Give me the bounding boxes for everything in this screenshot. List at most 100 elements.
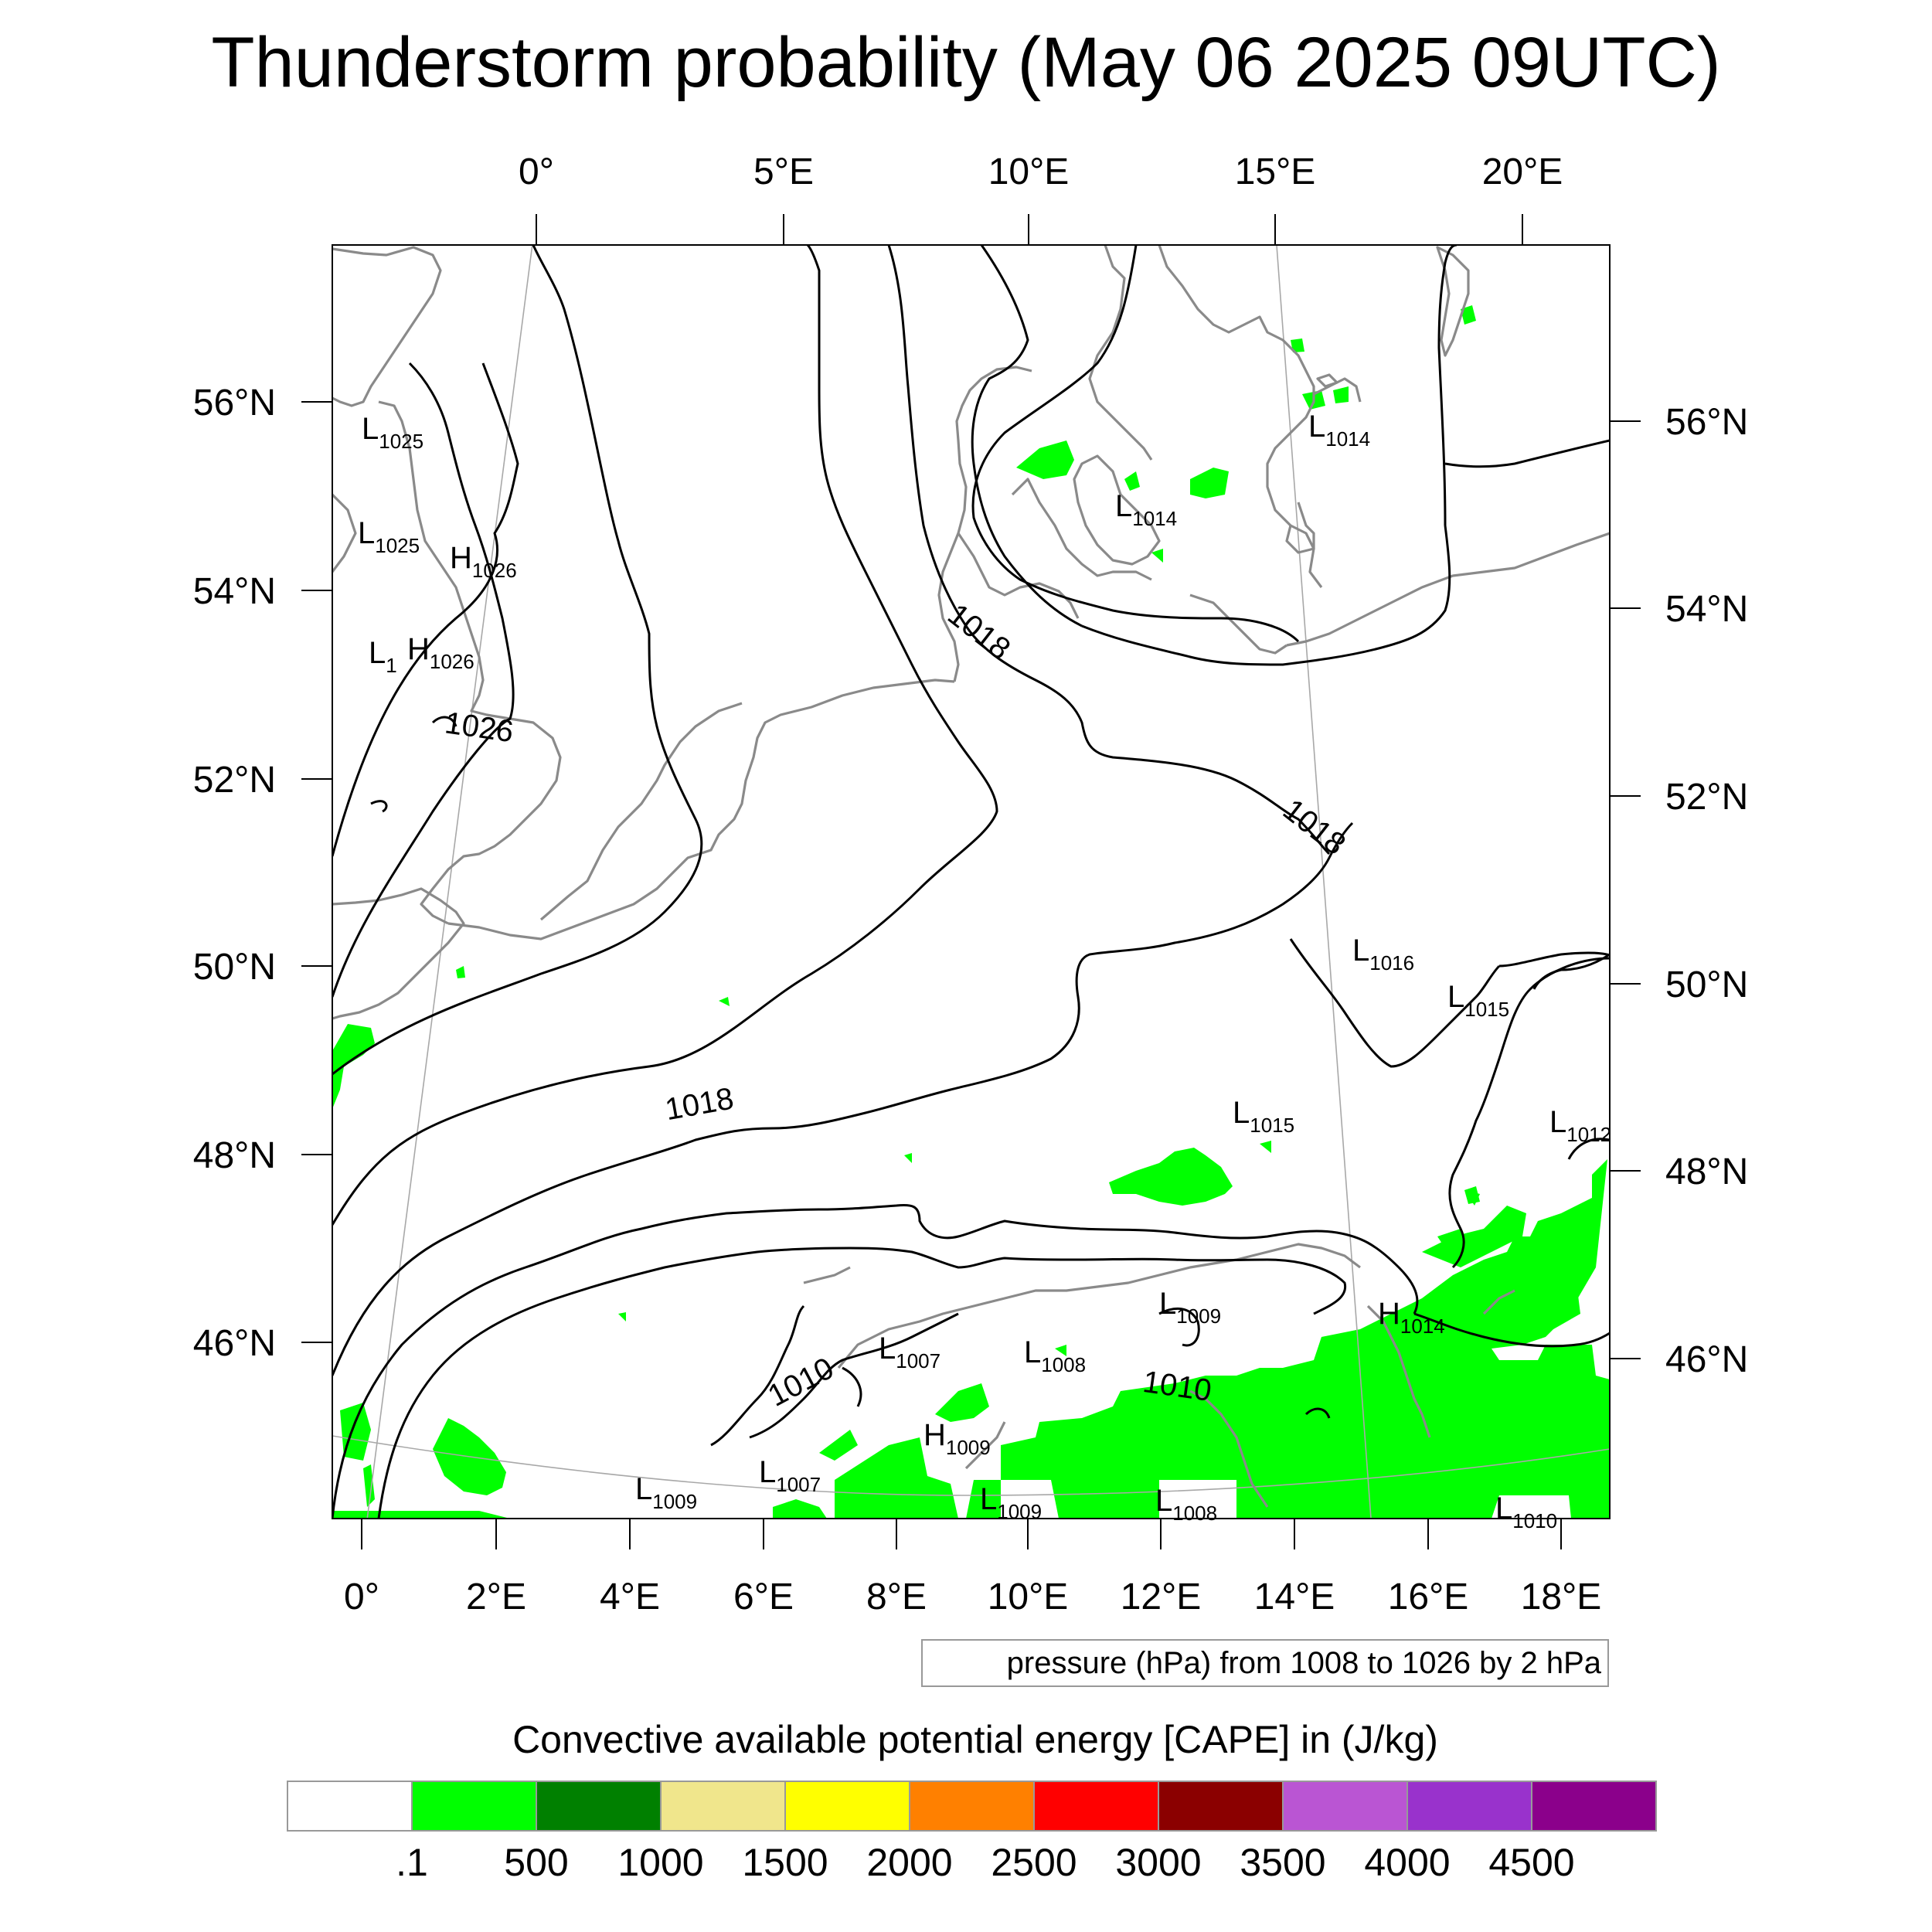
svg-text:L1015: L1015 bbox=[1447, 980, 1509, 1021]
bottom-axis-tick-label: 2°E bbox=[466, 1577, 526, 1617]
svg-text:L1025: L1025 bbox=[358, 516, 420, 557]
pressure-info-text: pressure (hPa) from 1008 to 1026 by 2 hP… bbox=[1007, 1646, 1602, 1680]
bottom-axis: 0° 2°E 4°E 6°E 8°E 10°E 12°E 14°E 16°E 1… bbox=[344, 1519, 1601, 1617]
low-pressure-marker: L1008 bbox=[1024, 1335, 1086, 1376]
left-axis-tick-label: 50°N bbox=[193, 947, 276, 988]
svg-text:L1008: L1008 bbox=[1024, 1335, 1086, 1376]
right-axis-tick-label: 50°N bbox=[1665, 964, 1748, 1005]
bottom-axis-tick-label: 4°E bbox=[600, 1577, 660, 1617]
svg-text:L1010: L1010 bbox=[1495, 1492, 1557, 1532]
low-pressure-marker: L1025 bbox=[362, 412, 423, 453]
pressure-centers: L1025 L1025 H1026 L1 H1026 L1014 L1014 L… bbox=[358, 410, 1611, 1532]
svg-text:L1: L1 bbox=[369, 636, 397, 677]
bottom-axis-tick-label: 18°E bbox=[1521, 1577, 1602, 1617]
legend-color-box bbox=[909, 1781, 1035, 1832]
cape-legend: Convective available potential energy [C… bbox=[287, 1718, 1657, 1884]
bottom-axis-tick-label: 6°E bbox=[733, 1577, 794, 1617]
graticule bbox=[332, 245, 1610, 1519]
svg-text:L1008: L1008 bbox=[1155, 1484, 1217, 1525]
low-pressure-marker: L1016 bbox=[1352, 934, 1414, 975]
left-axis-tick-label: 46°N bbox=[193, 1323, 276, 1364]
right-axis-tick-label: 56°N bbox=[1665, 402, 1748, 443]
low-pressure-marker: L1010 bbox=[1495, 1492, 1557, 1532]
svg-text:H1014: H1014 bbox=[1378, 1297, 1445, 1338]
left-axis-tick-label: 54°N bbox=[193, 571, 276, 612]
bottom-axis-tick-label: 12°E bbox=[1121, 1577, 1202, 1617]
right-axis-tick-label: 46°N bbox=[1665, 1339, 1748, 1380]
legend-value-label: 3500 bbox=[1240, 1841, 1325, 1884]
low-pressure-marker: L1015 bbox=[1447, 980, 1509, 1021]
low-pressure-marker: L1014 bbox=[1115, 489, 1177, 530]
svg-text:L1007: L1007 bbox=[759, 1455, 821, 1496]
svg-text:L1015: L1015 bbox=[1233, 1096, 1294, 1137]
isobar-label: 1010 bbox=[763, 1351, 839, 1413]
high-pressure-marker: H1026 bbox=[407, 632, 474, 673]
svg-text:L1009: L1009 bbox=[635, 1472, 697, 1513]
svg-text:L1007: L1007 bbox=[879, 1332, 940, 1372]
right-axis-tick-label: 54°N bbox=[1665, 589, 1748, 630]
legend-value-label: 2500 bbox=[991, 1841, 1077, 1884]
legend-color-box bbox=[1033, 1781, 1159, 1832]
svg-text:L1009: L1009 bbox=[980, 1482, 1042, 1523]
legend-value-label: 1000 bbox=[617, 1841, 703, 1884]
legend-title: Convective available potential energy [C… bbox=[512, 1718, 1438, 1761]
map-area bbox=[332, 245, 1610, 1519]
legend-value-label: 2000 bbox=[866, 1841, 952, 1884]
legend-color-box bbox=[784, 1781, 910, 1832]
left-axis-tick-label: 52°N bbox=[193, 760, 276, 801]
low-pressure-marker: L1009 bbox=[635, 1472, 697, 1513]
low-pressure-marker: L1015 bbox=[1233, 1096, 1294, 1137]
svg-text:L1014: L1014 bbox=[1115, 489, 1177, 530]
isobar-label: 1018 bbox=[662, 1081, 736, 1127]
legend-color-box bbox=[1406, 1781, 1532, 1832]
bottom-axis-tick-label: 14°E bbox=[1254, 1577, 1335, 1617]
legend-value-label: 3000 bbox=[1115, 1841, 1201, 1884]
left-axis-tick-label: 56°N bbox=[193, 383, 276, 423]
top-axis-tick-label: 0° bbox=[519, 151, 554, 192]
isobars bbox=[332, 245, 1610, 1519]
bottom-axis-tick-label: 10°E bbox=[988, 1577, 1069, 1617]
svg-text:L1009: L1009 bbox=[1159, 1287, 1221, 1328]
legend-color-box bbox=[411, 1781, 537, 1832]
right-axis: 56°N 54°N 52°N 50°N 48°N 46°N bbox=[1610, 402, 1748, 1380]
cape-shading bbox=[332, 305, 1610, 1519]
low-pressure-marker: L1008 bbox=[1155, 1484, 1217, 1525]
svg-text:H1026: H1026 bbox=[407, 632, 474, 673]
coastlines bbox=[332, 245, 1610, 1508]
legend-color-box bbox=[1531, 1781, 1657, 1832]
legend-value-label: 1500 bbox=[742, 1841, 828, 1884]
low-pressure-marker: L1 bbox=[369, 636, 397, 677]
legend-value-label: .1 bbox=[396, 1841, 428, 1884]
svg-text:L1014: L1014 bbox=[1308, 410, 1370, 451]
legend-color-box bbox=[1282, 1781, 1408, 1832]
right-axis-tick-label: 52°N bbox=[1665, 777, 1748, 818]
map-title: Thunderstorm probability (May 06 2025 09… bbox=[211, 23, 1720, 102]
svg-text:L1016: L1016 bbox=[1352, 934, 1414, 975]
isobar-label: 1018 bbox=[941, 597, 1016, 666]
map-frame bbox=[332, 244, 1611, 1519]
low-pressure-marker: L1025 bbox=[358, 516, 420, 557]
left-axis: 56°N 54°N 52°N 50°N 48°N 46°N bbox=[193, 383, 332, 1364]
low-pressure-marker: L1009 bbox=[980, 1482, 1042, 1523]
isobar-label: 1018 bbox=[1277, 793, 1352, 862]
isobar-label: 1026 bbox=[443, 706, 515, 749]
low-pressure-marker: L1012 bbox=[1549, 1105, 1611, 1146]
svg-text:L1012: L1012 bbox=[1549, 1105, 1611, 1146]
top-axis-tick-label: 15°E bbox=[1235, 151, 1316, 192]
right-axis-tick-label: 48°N bbox=[1665, 1151, 1748, 1192]
svg-text:H1009: H1009 bbox=[923, 1418, 991, 1459]
left-axis-tick-label: 48°N bbox=[193, 1135, 276, 1176]
legend-color-box bbox=[536, 1781, 662, 1832]
legend-color-box bbox=[287, 1781, 413, 1832]
high-pressure-marker: H1026 bbox=[450, 541, 517, 582]
bottom-axis-tick-label: 0° bbox=[344, 1577, 379, 1617]
legend-value-label: 4000 bbox=[1364, 1841, 1450, 1884]
pressure-info-box: pressure (hPa) from 1008 to 1026 by 2 hP… bbox=[921, 1639, 1609, 1687]
top-axis-tick-label: 20°E bbox=[1482, 151, 1563, 192]
legend-color-box bbox=[1158, 1781, 1284, 1832]
top-axis-tick-label: 5°E bbox=[753, 151, 814, 192]
high-pressure-marker: H1014 bbox=[1378, 1297, 1445, 1338]
legend-color-box bbox=[660, 1781, 786, 1832]
bottom-axis-tick-label: 16°E bbox=[1388, 1577, 1469, 1617]
